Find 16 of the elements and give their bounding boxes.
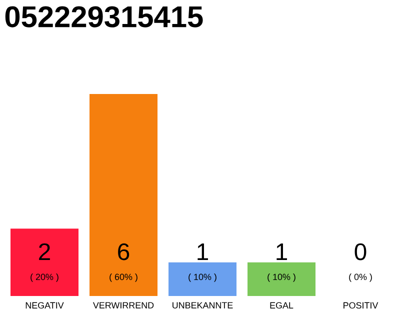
- data-label: 0: [354, 243, 366, 260]
- annotation: ( 10% ): [268, 274, 296, 282]
- data-label: 1: [276, 244, 287, 260]
- chart-title: 052229315415: [5, 6, 203, 28]
- annotation: ( 0% ): [349, 274, 372, 282]
- annotation: ( 10% ): [188, 274, 216, 282]
- data-label: 2: [39, 243, 50, 260]
- data-label: 6: [118, 243, 130, 260]
- annotation: ( 60% ): [110, 274, 138, 282]
- x-tick-label: UNBEKANNTE: [172, 302, 233, 308]
- x-tick-label: VERWIRREND: [92, 302, 154, 308]
- annotation: ( 20% ): [30, 274, 58, 282]
- x-tick-label: NEGATIV: [26, 302, 64, 309]
- data-label: 1: [198, 244, 208, 260]
- x-tick-label: EGAL: [270, 302, 294, 309]
- x-tick-label: POSITIV: [344, 302, 378, 309]
